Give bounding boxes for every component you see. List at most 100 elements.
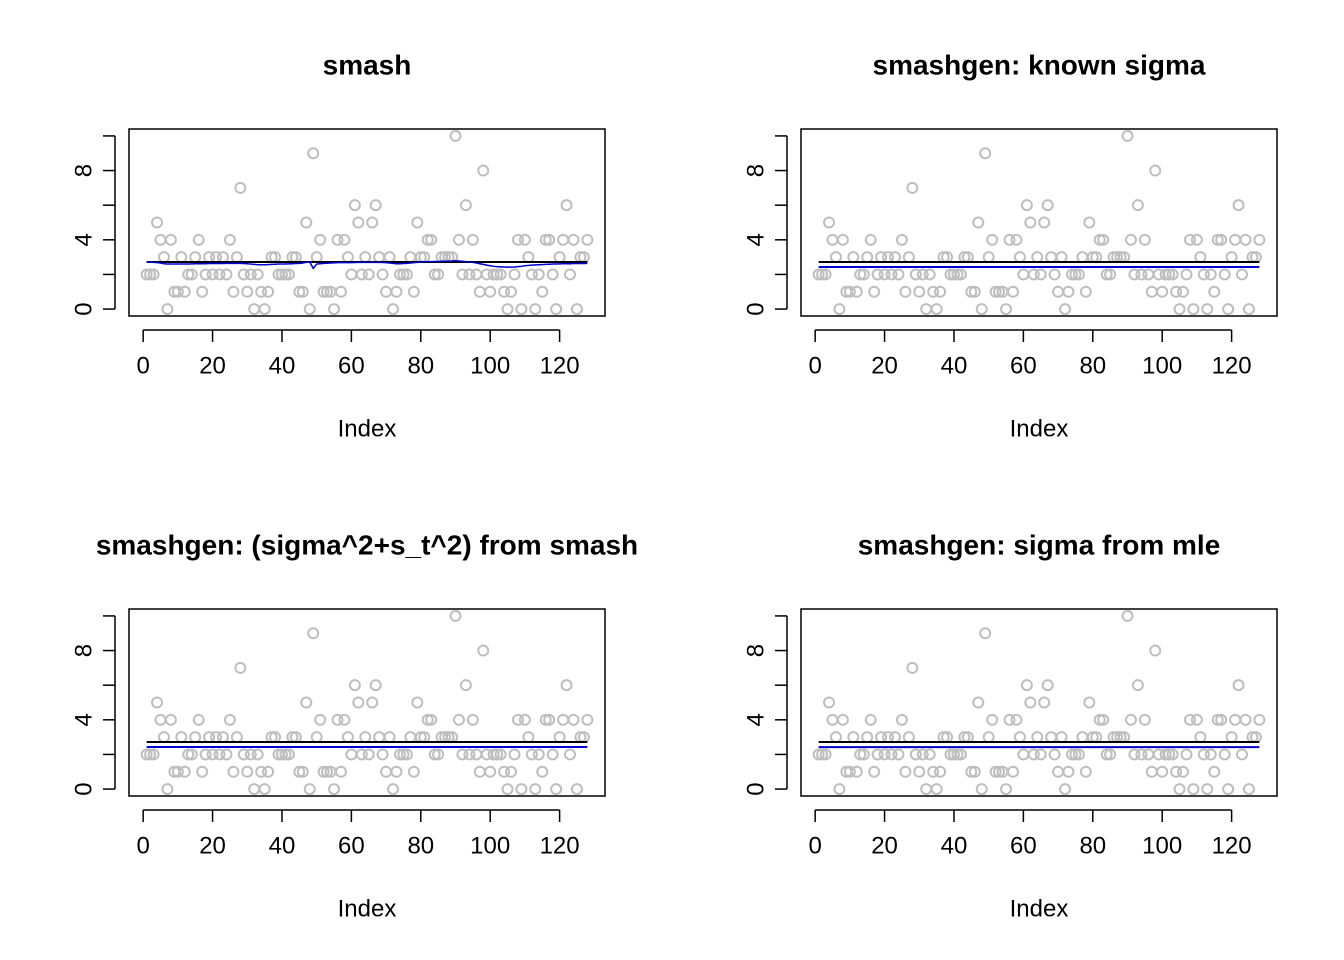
data-point: [930, 783, 943, 796]
data-point: [473, 765, 486, 778]
data-point: [459, 679, 472, 692]
data-point: [927, 765, 940, 778]
data-point: [1059, 783, 1072, 796]
data-point: [1038, 696, 1051, 709]
data-point: [1232, 679, 1245, 692]
data-point: [1211, 713, 1224, 726]
data-point: [1145, 765, 1158, 778]
data-point: [227, 285, 240, 298]
data-point: [321, 765, 334, 778]
data-point: [550, 303, 563, 316]
x-tick-label: 100: [470, 832, 510, 859]
data-point: [494, 268, 507, 281]
data-point: [348, 199, 361, 212]
data-point: [189, 251, 202, 264]
data-point: [899, 765, 912, 778]
data-point: [511, 233, 524, 246]
data-point: [1131, 679, 1144, 692]
data-point: [154, 233, 167, 246]
data-point: [1183, 233, 1196, 246]
data-point: [279, 748, 292, 761]
data-point: [216, 731, 229, 744]
data-point: [965, 285, 978, 298]
plot-frame: [800, 128, 1278, 317]
data-point: [1197, 268, 1210, 281]
data-point: [161, 303, 174, 316]
data-point: [220, 748, 233, 761]
data-point: [1062, 765, 1075, 778]
data-point: [501, 303, 514, 316]
data-point: [1024, 696, 1037, 709]
data-point: [532, 268, 545, 281]
y-tick-label: 4: [742, 233, 769, 246]
data-point: [1180, 268, 1193, 281]
data-point: [505, 765, 518, 778]
data-point: [923, 268, 936, 281]
data-point: [328, 303, 341, 316]
data-point: [178, 285, 191, 298]
data-point: [947, 268, 960, 281]
data-point: [182, 748, 195, 761]
data-point: [906, 661, 919, 674]
data-point: [144, 748, 157, 761]
data-point: [1204, 748, 1217, 761]
data-point: [470, 268, 483, 281]
data-point: [854, 748, 867, 761]
data-point: [296, 285, 309, 298]
y-tick-label: 8: [70, 644, 97, 657]
data-point: [303, 303, 316, 316]
data-point: [1093, 233, 1106, 246]
data-point: [338, 233, 351, 246]
data-point: [567, 713, 580, 726]
data-point: [954, 268, 967, 281]
data-point: [1027, 748, 1040, 761]
data-point: [570, 783, 583, 796]
data-point: [1048, 748, 1061, 761]
data-point: [1069, 268, 1082, 281]
data-point: [334, 765, 347, 778]
data-point: [1121, 129, 1134, 142]
data-point: [230, 251, 243, 264]
data-point: [511, 713, 524, 726]
data-point: [328, 783, 341, 796]
data-point: [1215, 233, 1228, 246]
data-point: [1072, 748, 1085, 761]
data-point: [1201, 303, 1214, 316]
x-tick-label: 20: [871, 352, 898, 379]
data-point: [847, 731, 860, 744]
data-point: [345, 748, 358, 761]
data-point: [888, 251, 901, 264]
data-point: [993, 285, 1006, 298]
data-point: [993, 765, 1006, 778]
data-point: [1128, 268, 1141, 281]
data-point: [843, 285, 856, 298]
data-point: [275, 748, 288, 761]
data-point: [1024, 216, 1037, 229]
data-point: [1093, 713, 1106, 726]
data-point: [380, 765, 393, 778]
data-point: [484, 765, 497, 778]
data-point: [1142, 748, 1155, 761]
data-point: [836, 233, 849, 246]
data-point: [1173, 783, 1186, 796]
data-point: [1225, 731, 1238, 744]
data-point: [348, 679, 361, 692]
data-point: [387, 783, 400, 796]
data-point: [157, 731, 170, 744]
data-point: [1034, 748, 1047, 761]
data-point: [539, 233, 552, 246]
data-point: [234, 181, 247, 194]
data-point: [972, 696, 985, 709]
data-point: [241, 765, 254, 778]
data-point: [508, 748, 521, 761]
data-point: [1097, 713, 1110, 726]
data-point: [164, 233, 177, 246]
data-point: [1208, 285, 1221, 298]
data-point: [902, 251, 915, 264]
data-point: [829, 251, 842, 264]
y-tick-label: 8: [742, 644, 769, 657]
x-tick-label: 40: [941, 352, 968, 379]
data-point: [951, 748, 964, 761]
data-point: [913, 285, 926, 298]
